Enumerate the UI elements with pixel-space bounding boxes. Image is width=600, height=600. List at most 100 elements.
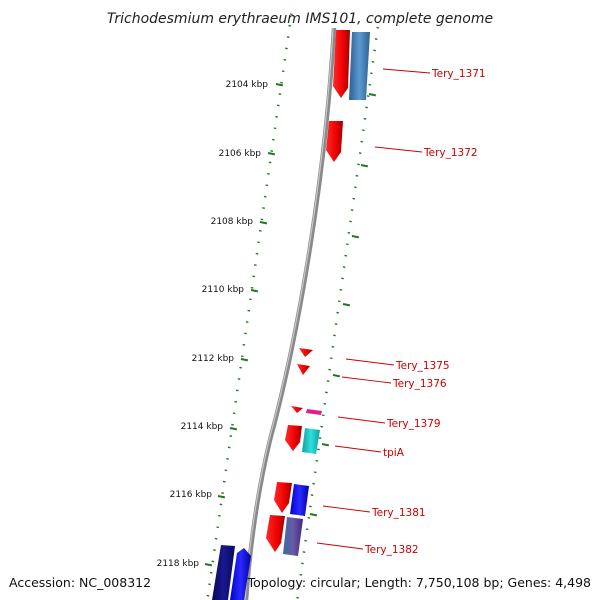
inner-minor-tick (235, 389, 239, 392)
gene-arrow-tery-1375[interactable] (299, 348, 313, 357)
inner-major-tick (275, 83, 284, 87)
outer-minor-tick (365, 106, 368, 109)
outer-major-tick (368, 93, 377, 97)
inner-minor-tick (237, 378, 241, 380)
gene-block-bottom-navy[interactable] (212, 545, 235, 600)
gene-label-tery-1375[interactable]: Tery_1375 (395, 360, 450, 372)
inner-minor-tick (224, 469, 228, 472)
outer-minor-tick (301, 562, 304, 565)
outer-minor-tick (334, 323, 338, 325)
outer-minor-tick (328, 368, 332, 371)
inner-minor-tick (211, 560, 215, 563)
inner-minor-tick (265, 184, 269, 187)
outer-minor-tick (317, 448, 320, 451)
inner-minor-tick (283, 58, 287, 61)
outer-minor-tick (376, 26, 380, 29)
outer-minor-tick (297, 585, 301, 588)
gene-arrow-tery-1381[interactable] (274, 482, 292, 513)
inner-minor-tick (222, 480, 226, 483)
gene-block-bottom-blue[interactable] (230, 548, 251, 600)
inner-minor-tick (260, 218, 264, 221)
inner-minor-tick (252, 275, 256, 278)
outer-minor-tick (352, 197, 356, 200)
inner-minor-tick (245, 321, 249, 323)
gene-features (212, 30, 370, 600)
gene-block-tery-1371-b[interactable] (349, 32, 370, 100)
inner-minor-tick (281, 70, 285, 73)
inner-minor-tick (217, 514, 221, 517)
outer-minor-tick (360, 140, 364, 143)
genome-backbone (243, 27, 337, 600)
outer-minor-tick (323, 402, 327, 405)
outer-minor-tick (299, 573, 303, 576)
outer-minor-tick (313, 471, 317, 474)
outer-minor-tick (355, 174, 359, 177)
gene-arrow-tery-1379[interactable] (291, 406, 303, 413)
outer-major-tick (342, 303, 351, 307)
map-title: Trichodesmium erythraeum IMS101, complet… (107, 11, 493, 27)
ruler-label-2112: 2112 kbp (192, 354, 235, 364)
gene-label-tpiA[interactable]: tpiA (383, 447, 405, 459)
inner-minor-tick (249, 298, 252, 301)
outer-minor-tick (312, 482, 315, 485)
gene-label-tery-1372[interactable]: Tery_1372 (423, 147, 478, 159)
outer-minor-tick (302, 551, 306, 553)
gene-arrow-tery-1372[interactable] (326, 121, 343, 162)
outer-major-tick (309, 513, 318, 517)
gene-block-tery-1381-b[interactable] (290, 484, 309, 516)
outer-minor-tick (357, 163, 360, 166)
outer-minor-tick (307, 516, 311, 519)
inner-minor-tick (240, 355, 244, 358)
inner-minor-tick (232, 412, 236, 415)
gene-label-leaders (316, 68, 431, 550)
inner-minor-tick (234, 400, 238, 403)
ruler-label-2114: 2114 kbp (181, 422, 224, 432)
outer-minor-tick (371, 60, 375, 63)
gene-block-tery-1382-b[interactable] (283, 517, 303, 556)
outer-minor-tick (325, 391, 328, 394)
outer-major-tick (351, 235, 360, 239)
outer-minor-tick (341, 277, 344, 280)
inner-minor-tick (227, 446, 231, 449)
inner-minor-tick (250, 286, 254, 289)
outer-minor-tick (353, 186, 357, 189)
inner-minor-tick (288, 24, 292, 27)
gene-label-tery-1376[interactable]: Tery_1376 (392, 378, 447, 390)
inner-minor-tick (280, 81, 283, 84)
inner-minor-tick (263, 195, 267, 198)
outer-minor-tick (378, 15, 381, 18)
gene-label-tery-1381[interactable]: Tery_1381 (371, 507, 426, 519)
outer-minor-tick (333, 334, 336, 337)
inner-minor-tick (268, 161, 272, 164)
gene-labels: Tery_1371 Tery_1372 Tery_1375 Tery_1376 … (364, 68, 486, 556)
gene-arrow-tery-1371[interactable] (333, 30, 350, 98)
inner-major-tick (229, 427, 238, 431)
outer-minor-tick (329, 357, 333, 360)
gene-block-tpiA-b[interactable] (302, 428, 320, 454)
outer-minor-tick (320, 425, 324, 428)
outer-minor-tick (347, 231, 351, 234)
outer-minor-tick (321, 414, 325, 417)
ruler-label-2104: 2104 kbp (226, 80, 269, 90)
outer-minor-tick (331, 345, 335, 348)
gene-label-tery-1371[interactable]: Tery_1371 (431, 68, 486, 80)
inner-minor-tick (221, 492, 224, 494)
inner-minor-tick (271, 138, 275, 141)
inner-minor-tick (273, 127, 277, 130)
gene-block-tery-1379-b[interactable] (306, 409, 322, 415)
outer-minor-tick (361, 129, 365, 132)
inner-minor-tick (231, 423, 234, 426)
outer-minor-tick (368, 83, 372, 86)
gene-arrow-tpiA[interactable] (285, 425, 302, 451)
inner-minor-tick (285, 47, 288, 50)
gene-arrow-tery-1382[interactable] (266, 515, 285, 552)
outer-minor-tick (336, 311, 340, 314)
gene-arrow-tery-1376[interactable] (297, 364, 310, 375)
gene-label-tery-1382[interactable]: Tery_1382 (364, 544, 419, 556)
gene-label-tery-1379[interactable]: Tery_1379 (386, 418, 441, 430)
ruler-label-2110: 2110 kbp (202, 285, 245, 295)
inner-minor-tick (255, 252, 259, 255)
outer-minor-tick (337, 300, 341, 303)
inner-minor-tick (206, 594, 210, 597)
inner-minor-tick (253, 264, 257, 266)
